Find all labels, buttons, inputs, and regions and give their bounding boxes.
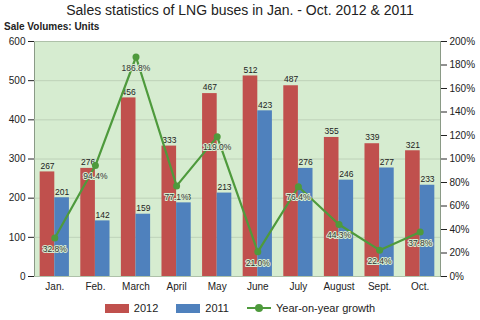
svg-text:44.3%: 44.3% bbox=[327, 230, 352, 240]
svg-text:200: 200 bbox=[9, 192, 26, 203]
svg-text:77.1%: 77.1% bbox=[165, 192, 190, 202]
svg-text:600: 600 bbox=[9, 36, 26, 47]
svg-text:100: 100 bbox=[9, 232, 26, 243]
svg-text:246: 246 bbox=[339, 169, 353, 179]
svg-text:60%: 60% bbox=[450, 200, 470, 211]
svg-text:180%: 180% bbox=[450, 59, 476, 70]
svg-text:0: 0 bbox=[20, 271, 26, 282]
svg-text:August: August bbox=[323, 281, 354, 292]
svg-text:333: 333 bbox=[162, 135, 176, 145]
svg-text:July: July bbox=[290, 281, 308, 292]
svg-text:22.4%: 22.4% bbox=[368, 256, 393, 266]
svg-text:May: May bbox=[208, 281, 227, 292]
svg-text:159: 159 bbox=[136, 203, 150, 213]
svg-text:21.0%: 21.0% bbox=[246, 258, 271, 268]
svg-text:200%: 200% bbox=[450, 36, 476, 47]
svg-text:March: March bbox=[122, 281, 150, 292]
svg-text:277: 277 bbox=[380, 157, 394, 167]
html-text:Sales statistics of LNG buses: Sales statistics of LNG buses in Jan. - … bbox=[66, 2, 414, 18]
svg-text:Sept.: Sept. bbox=[368, 281, 391, 292]
svg-text:120%: 120% bbox=[450, 130, 476, 141]
svg-text:267: 267 bbox=[40, 161, 54, 171]
svg-text:94.4%: 94.4% bbox=[83, 171, 108, 181]
svg-text:Oct.: Oct. bbox=[411, 281, 429, 292]
svg-text:339: 339 bbox=[365, 132, 379, 142]
svg-text:276: 276 bbox=[299, 157, 313, 167]
svg-text:0%: 0% bbox=[450, 271, 465, 282]
svg-text:160%: 160% bbox=[450, 83, 476, 94]
svg-text:233: 233 bbox=[420, 174, 434, 184]
svg-text:119.0%: 119.0% bbox=[203, 142, 232, 152]
svg-text:Jan.: Jan. bbox=[45, 281, 64, 292]
svg-text:140%: 140% bbox=[450, 106, 476, 117]
html-text:Sale Volumes: Units: Sale Volumes: Units bbox=[4, 21, 100, 32]
svg-text:400: 400 bbox=[9, 114, 26, 125]
svg-text:20%: 20% bbox=[450, 247, 470, 258]
html-text:Year-on-year growth: Year-on-year growth bbox=[275, 302, 376, 314]
svg-text:80%: 80% bbox=[450, 177, 470, 188]
svg-text:467: 467 bbox=[203, 82, 217, 92]
svg-text:Feb.: Feb. bbox=[85, 281, 105, 292]
svg-text:300: 300 bbox=[9, 153, 26, 164]
html-text:2012: 2012 bbox=[133, 302, 159, 314]
svg-text:June: June bbox=[247, 281, 269, 292]
svg-text:201: 201 bbox=[55, 186, 69, 196]
svg-text:142: 142 bbox=[96, 210, 110, 220]
svg-text:32.8%: 32.8% bbox=[43, 244, 68, 254]
svg-text:423: 423 bbox=[258, 100, 272, 110]
svg-text:355: 355 bbox=[325, 126, 339, 136]
svg-text:512: 512 bbox=[243, 65, 257, 75]
svg-text:100%: 100% bbox=[450, 153, 476, 164]
svg-text:April: April bbox=[167, 281, 187, 292]
svg-text:76.4%: 76.4% bbox=[286, 192, 311, 202]
svg-text:37.8%: 37.8% bbox=[408, 238, 433, 248]
svg-text:487: 487 bbox=[284, 74, 298, 84]
svg-text:40%: 40% bbox=[450, 224, 470, 235]
svg-text:456: 456 bbox=[121, 86, 136, 97]
svg-text:276: 276 bbox=[81, 157, 96, 168]
svg-text:500: 500 bbox=[9, 75, 26, 86]
svg-text:213: 213 bbox=[217, 182, 231, 192]
html-text:2011: 2011 bbox=[205, 302, 229, 314]
svg-text:321: 321 bbox=[406, 139, 420, 149]
svg-text:186.8%: 186.8% bbox=[122, 63, 151, 73]
